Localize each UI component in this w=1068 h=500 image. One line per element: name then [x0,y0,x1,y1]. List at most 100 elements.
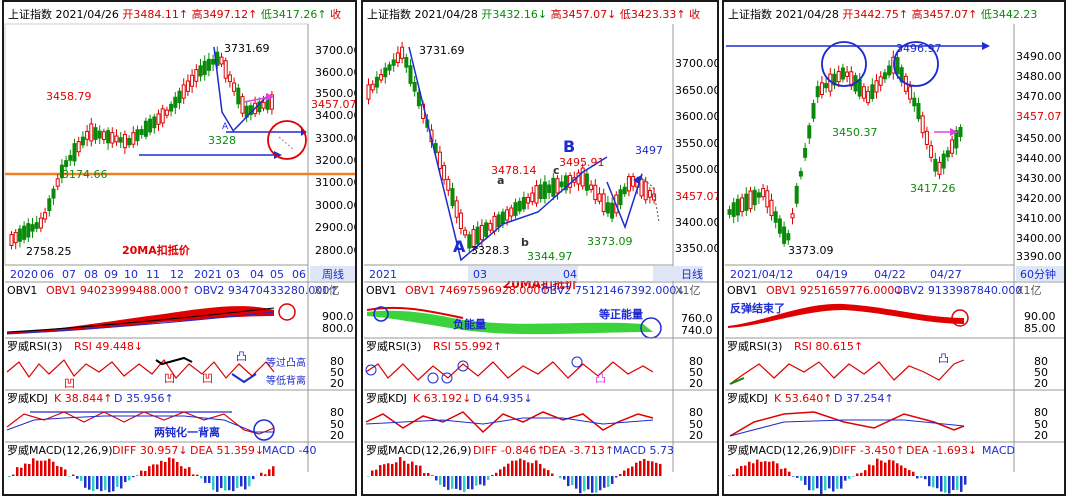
candle-body [72,143,77,162]
macd-bar [920,476,923,479]
svg-text:3300.00: 3300.00 [315,132,357,145]
candle-body [941,153,946,169]
macd-bar [459,476,462,491]
macd-bar [928,476,931,487]
svg-text:罗威RSI(3): 罗威RSI(3) [727,340,782,353]
svg-text:OBV2 75121467392.000↓: OBV2 75121467392.000↓ [541,284,686,297]
macd-bar [164,461,167,476]
macd-bar [940,476,943,492]
macd-bar [736,468,739,476]
candle-body [148,118,153,133]
macd-bar [904,468,907,476]
svg-text:OBV1 9402399948​8.000↑: OBV1 9402399948​8.000↑ [46,284,191,297]
candle-body [404,57,409,68]
svg-text:20: 20 [689,429,703,442]
macd-bar [415,465,418,476]
candle-body [412,81,417,92]
svg-text:3440.00: 3440.00 [1016,152,1062,165]
candle-body [169,103,174,112]
svg-text:3200.00: 3200.00 [315,154,357,167]
candle-body [240,96,245,114]
svg-text:DIFF 30.957↓: DIFF 30.957↓ [112,444,188,457]
macd-bar [224,476,227,491]
close-label: 收 [689,8,701,21]
svg-text:20: 20 [330,377,344,390]
svg-text:OBV1: OBV1 [366,284,396,297]
chart-panel-60min[interactable]: 上证指数 2021/04/28 开3442.75↑ 高3457.07↑ 低344… [722,0,1066,496]
candle-body [626,176,631,192]
svg-text:3390.00: 3390.00 [1016,250,1062,263]
macd-bar [964,476,967,485]
macd-bar [872,465,875,476]
macd-bar [375,469,378,476]
macd-bar [772,461,775,476]
candle-body [391,59,396,66]
macd-bar [423,473,426,476]
svg-text:RSI 49.448↓: RSI 49.448↓ [74,340,143,353]
candle-body [605,202,610,214]
macd-bar [419,465,422,476]
svg-text:3731.69: 3731.69 [419,44,465,57]
macd-bar [52,461,55,476]
candle-body [13,231,18,244]
macd-bar [732,474,735,476]
candle-body [744,193,749,211]
macd-bar [639,460,642,476]
candle-body [542,181,547,199]
chart-panel-daily[interactable]: 上证指数 2021/04/28 开3432.16↓ 高3457.07↓ 低342… [361,0,719,496]
candle-body [479,224,484,241]
svg-text:3470.00: 3470.00 [1016,90,1062,103]
candle-body [51,188,56,199]
candle-body [47,198,52,212]
high-label: 高3457.07↓ [550,8,617,21]
svg-text:罗威MACD(12,26,9): 罗威MACD(12,26,9) [7,444,113,457]
candle-body [803,147,808,158]
candle-body [912,97,917,107]
candle-body [786,233,791,241]
candle-body [131,132,136,145]
panel-header: 上证指数 2021/04/28 开3442.75↑ 高3457.07↑ 低344… [728,6,1037,22]
candle-body [9,234,14,246]
daily-chart-svg: 3731.69 A B a b c 3478.14 3495.91 3497 3… [364,24,719,494]
candle-body [437,151,442,169]
macd-bar [792,476,795,477]
svg-text:3450.37: 3450.37 [832,126,878,139]
svg-text:3400.00: 3400.00 [1016,232,1062,245]
macd-bar [128,476,131,481]
candle-body [101,131,106,141]
candle-body [790,213,795,219]
open-label: 开3484.11↑ [122,8,189,21]
candle-body [89,123,94,142]
candle-body [794,185,799,204]
svg-text:3430.00: 3430.00 [1016,172,1062,185]
svg-text:凸: 凸 [236,350,247,363]
macd-bar [776,463,779,476]
macd-bar [523,460,526,476]
candle-body [383,67,388,78]
svg-text:罗威RSI(3): 罗威RSI(3) [7,340,62,353]
macd-bar [579,476,582,494]
svg-text:06: 06 [292,268,306,281]
macd-bar [188,467,191,476]
macd-bar [192,474,195,476]
candle-body [173,96,178,108]
macd-bar [784,468,787,476]
high-label: 高3457.07↑ [911,8,978,21]
svg-text:3600.00: 3600.00 [675,110,719,123]
macd-bar [44,460,47,476]
macd-bar [455,476,458,489]
svg-text:OBV2 93470433280.000↑: OBV2 93470433280.000↑ [194,284,339,297]
svg-text:20: 20 [689,377,703,390]
svg-text:X1亿: X1亿 [675,284,701,297]
candle-body [450,188,455,207]
candle-body [500,211,505,225]
macd-bar [116,476,119,488]
svg-text:a: a [497,174,504,187]
chart-panel-weekly[interactable]: 上证指数 2021/04/26 开3484.11↑ 高3497.12↑ 低341… [2,0,357,496]
macd-bar [120,476,123,489]
macd-bar [439,476,442,485]
macd-bar [68,476,71,477]
macd-bar [84,476,87,488]
low-label: 低3417.26↑ [260,8,327,21]
candle-body [463,229,468,236]
